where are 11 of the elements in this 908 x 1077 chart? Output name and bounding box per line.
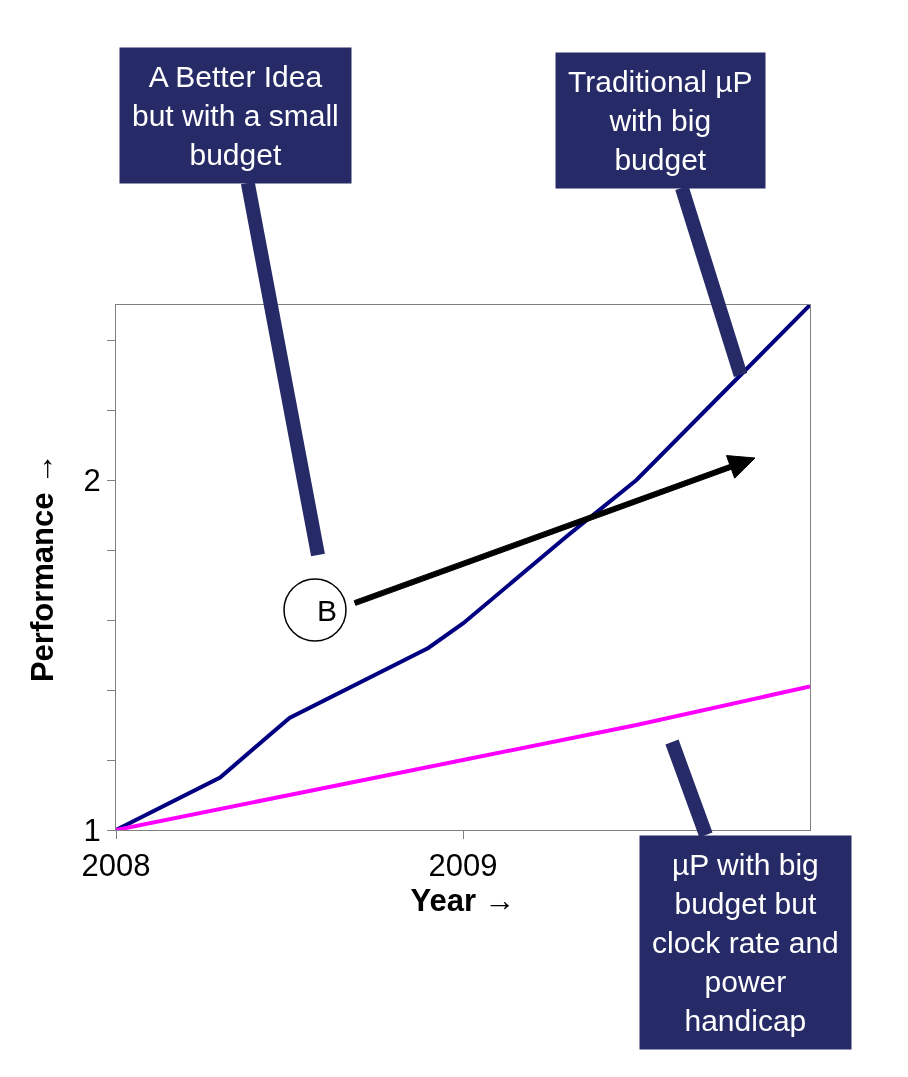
text: A Better Idea but with a small budget	[132, 60, 339, 171]
text: µP with big budget but clock rate and power handicap	[652, 848, 839, 1037]
y-tick-label: 1	[83, 812, 101, 848]
annotation: B	[317, 594, 338, 627]
annotation: Traditional µP with big budget	[568, 65, 753, 176]
line-series	[116, 684, 810, 830]
y-tick-label: 2	[83, 462, 101, 498]
x-tick-label: 2008	[81, 848, 151, 884]
x-axis-title: Year →	[410, 883, 516, 919]
x-tick-label: 2009	[428, 848, 498, 884]
y-axis-title: Performance →	[25, 452, 61, 683]
